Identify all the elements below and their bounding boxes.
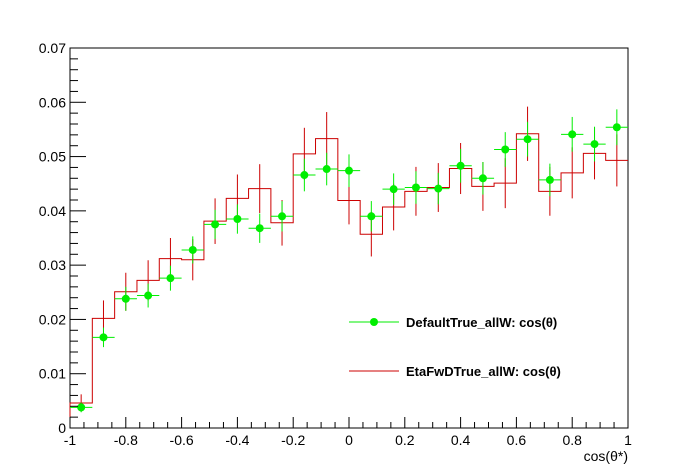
- green-point: [77, 403, 86, 412]
- x-tick-label: 1: [624, 432, 632, 448]
- x-tick-label: 0.6: [507, 432, 527, 448]
- x-tick-label: -1: [64, 432, 77, 448]
- x-tick-label: -0.4: [225, 432, 249, 448]
- y-tick-label: 0.02: [39, 311, 66, 327]
- green-point: [188, 245, 197, 254]
- x-tick-label: 0.2: [395, 432, 415, 448]
- x-tick-label: -0.2: [281, 432, 305, 448]
- green-point: [434, 184, 443, 193]
- y-tick-label: 0.03: [39, 257, 66, 273]
- x-tick-label: 0: [345, 432, 353, 448]
- green-point: [545, 175, 554, 184]
- plot-frame: [69, 47, 629, 429]
- green-point: [501, 145, 510, 154]
- green-point: [568, 130, 577, 139]
- green-point: [233, 215, 242, 223]
- y-tick-label: 0.07: [39, 40, 66, 56]
- green-markers: [77, 123, 621, 412]
- green-point: [456, 161, 465, 170]
- x-tick-label: 0.8: [562, 432, 582, 448]
- green-point: [278, 212, 287, 221]
- green-point: [322, 165, 331, 174]
- y-tick-label: 0.05: [39, 149, 66, 165]
- green-point: [211, 220, 220, 229]
- green-point: [478, 174, 487, 183]
- green-point: [411, 183, 420, 192]
- legend-green-label: DefaultTrue_allW: cos(θ): [406, 315, 557, 330]
- y-tick-label: 0.01: [39, 366, 66, 382]
- axes: -1 -0.8 -0.6 -0.4 -0.2 0 0.2 0.4 0.6 0.8 1 0 0.01 0.0…: [39, 40, 632, 448]
- legend: DefaultTrue_allW: cos(θ) EtaFwDTrue_allW…: [349, 315, 561, 379]
- green-point: [300, 171, 309, 180]
- x-tick-label: -0.8: [114, 432, 138, 448]
- legend-green-marker: [370, 318, 378, 326]
- green-point: [144, 291, 153, 300]
- green-point: [345, 166, 353, 175]
- green-point: [255, 224, 264, 233]
- legend-red-label: EtaFwDTrue_allW: cos(θ): [406, 364, 561, 379]
- y-tick-label: 0: [58, 420, 66, 436]
- x-tick-label: -0.6: [170, 432, 194, 448]
- green-point: [367, 212, 376, 221]
- x-tick-label: 0.4: [451, 432, 471, 448]
- green-point: [389, 185, 398, 194]
- red-step-line: [69, 133, 628, 428]
- green-point: [612, 123, 621, 132]
- green-point: [590, 140, 599, 149]
- x-axis-label: cos(θ*): [584, 448, 628, 464]
- y-tick-label: 0.04: [39, 203, 66, 219]
- green-point: [166, 274, 175, 283]
- y-tick-label: 0.06: [39, 94, 66, 110]
- green-point: [121, 294, 130, 303]
- green-point: [523, 135, 532, 144]
- green-point: [99, 333, 108, 342]
